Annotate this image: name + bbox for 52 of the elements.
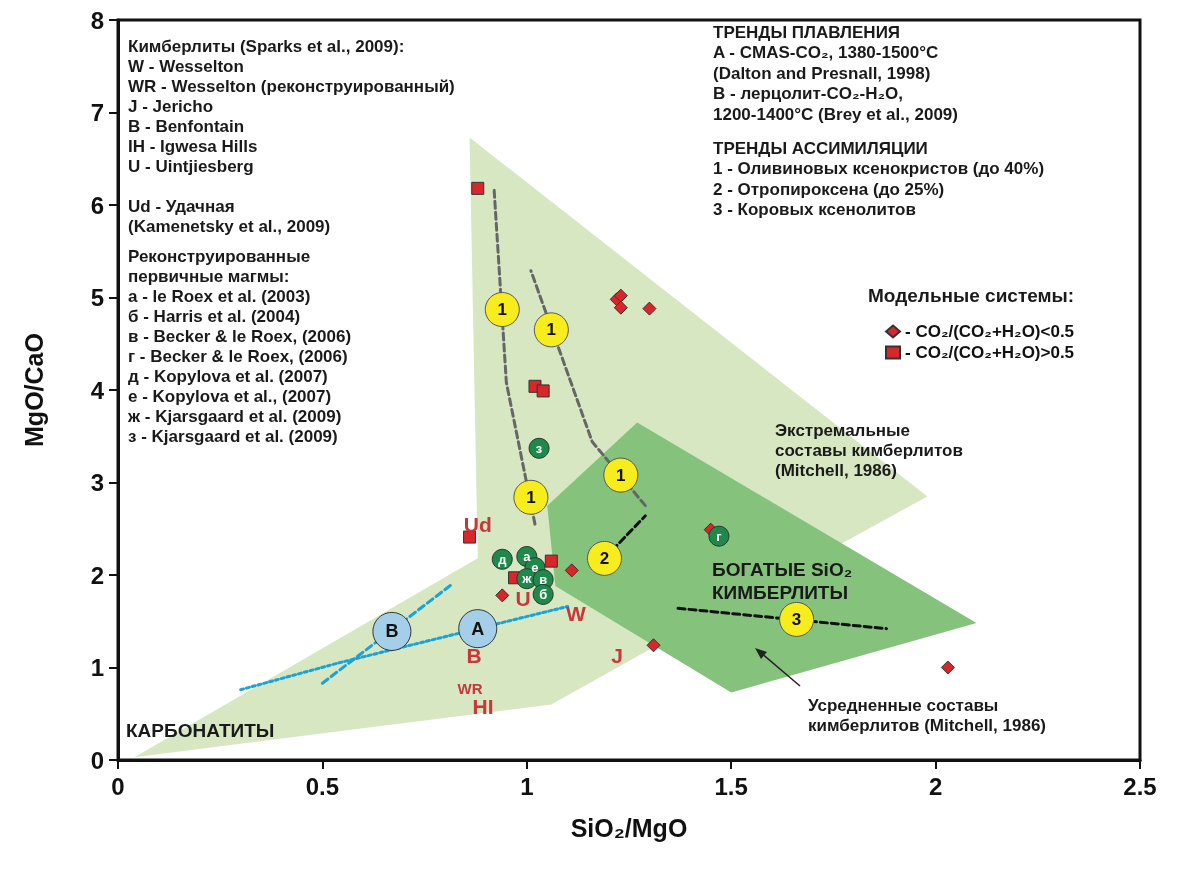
y-tick-label: 3: [90, 469, 104, 496]
y-tick-label: 1: [90, 654, 104, 681]
annotation: J: [611, 643, 623, 667]
data-label: б: [539, 586, 548, 602]
x-tick-label: 0.5: [305, 772, 340, 800]
annotation: 1: [497, 300, 508, 320]
annotation: ТРЕНДЫ ПЛАВЛЕНИЯ A - CMAS-CO₂, 1380-1500°C (Dalton and Presnall, 1998) B - лерцолит-CO₂-H₂O, 1200-1400°C (Brey et al., 2009): [713, 22, 958, 124]
data-label: а: [523, 549, 532, 564]
x-tick-label: 2.5: [1123, 772, 1157, 800]
x-axis-title: SiO₂/MgO: [570, 813, 688, 842]
legend-label: - CO₂/(CO₂+H₂O)<0.5: [905, 322, 1075, 341]
y-tick-label: 8: [90, 6, 104, 34]
x-tick-label: 0: [111, 772, 125, 800]
data-label: е: [531, 560, 539, 576]
x-tick-label: 1.5: [714, 772, 748, 800]
y-tick-label: 2: [90, 561, 104, 589]
y-axis-title: MgO/CaO: [19, 333, 48, 447]
annotation: HI: [472, 694, 494, 718]
annotation: Ud - Удачная (Kamenetsky et al., 2009): [128, 196, 331, 236]
y-tick-label: 4: [90, 376, 105, 404]
annotation: Кимберлиты (Sparks et al., 2009): W - Wesselton WR - Wesselton (реконструированный) J - Jericho B - Benfontain IH - Igwesa Hills U - Uintjiesberg: [128, 36, 455, 176]
text: Реконструированные первичные магмы: а - le Roex et al. (2003) б - Harris et al. (2004) в - Becker & le Roex, (2006) г - Becker & le Roex, (2006) д - Kopylova et al. (2007) е - Kopylova et al., (2007) ж - Kjarsgaard et al. (2009) з - Kjarsgaard et al. (2009): [128, 246, 352, 446]
x-tick-label: 2: [928, 772, 943, 800]
legend-title: Модельные системы:: [868, 285, 1075, 306]
data-label: г: [716, 528, 723, 544]
annotation: WR: [457, 679, 483, 697]
annotation: B: [466, 643, 482, 667]
annotation: U: [515, 586, 531, 610]
annotation: Экстремальные составы кимберлитов (Mitchell, 1986): [775, 420, 963, 480]
annotation: Усредненные составы кимберлитов (Mitchell, 1986): [808, 695, 1047, 735]
annotation: 1: [616, 465, 626, 485]
legend-label: - CO₂/(CO₂+H₂O)>0.5: [905, 343, 1075, 362]
annotation: КАРБОНАТИТЫ: [126, 719, 275, 741]
annotation: W: [566, 601, 587, 625]
annotation: 1: [546, 320, 557, 340]
data-label: B: [385, 621, 399, 642]
y-tick-label: 0: [90, 746, 104, 774]
annotation: 3: [791, 609, 802, 629]
data-label: в: [539, 572, 548, 588]
x-tick-label: 1: [520, 772, 534, 800]
annotation: 1: [526, 487, 536, 507]
data-label: д: [498, 551, 508, 567]
data-label: з: [535, 440, 543, 456]
annotation: БОГАТЫЕ SiO₂ КИМБЕРЛИТЫ: [712, 559, 853, 603]
y-tick-label: 5: [90, 284, 104, 311]
y-tick-label: 6: [90, 191, 104, 219]
data-label: ж: [521, 571, 533, 587]
annotation: 2: [599, 548, 610, 568]
y-tick-label: 7: [90, 99, 104, 126]
annotation: Ud: [463, 512, 492, 536]
annotation: ТРЕНДЫ АССИМИЛЯЦИИ 1 - Оливиновых ксенокристов (до 40%) 2 - Отропироксена (до 25%) 3 - Коровых ксенолитов: [713, 138, 1045, 220]
data-label: A: [471, 618, 485, 639]
